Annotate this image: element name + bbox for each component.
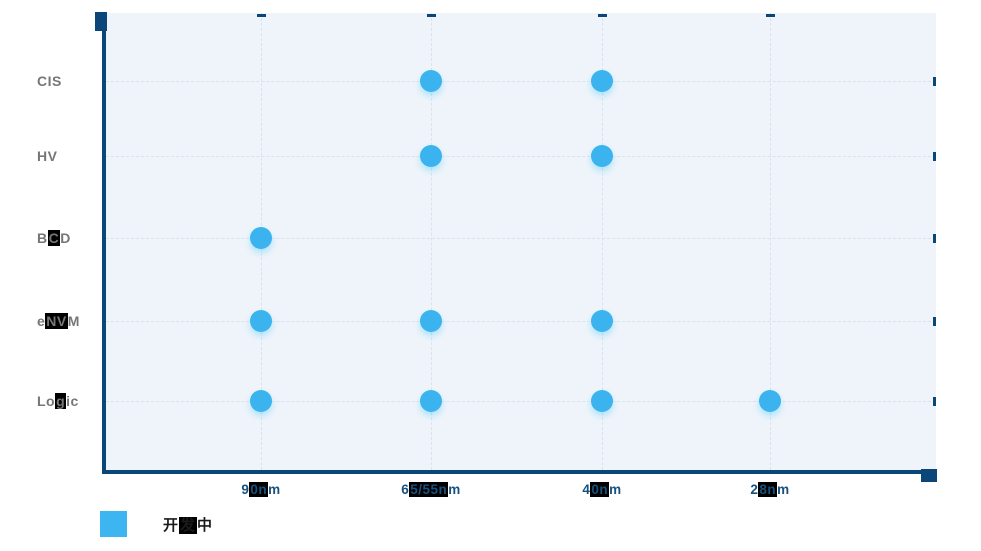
vertical-gridline (602, 13, 603, 470)
label-segment-highlighted: 0n (590, 482, 610, 497)
x-axis-right-cap (921, 469, 937, 482)
y-axis-label-bcd: BCD (37, 228, 71, 248)
label-segment-highlighted: NV (45, 313, 68, 329)
label-segment: CIS (37, 73, 62, 89)
y-axis-label-envm: eNVM (37, 311, 80, 331)
right-axis-tick (933, 77, 936, 86)
top-axis-tick (598, 14, 607, 17)
right-axis-tick (933, 152, 936, 161)
legend-swatch (100, 511, 127, 537)
data-point[interactable] (420, 390, 442, 412)
label-segment: Lo (37, 393, 56, 409)
x-axis-label-90nm: 90nm (191, 482, 331, 497)
label-segment-highlighted: C (47, 230, 61, 246)
x-axis-label-65-55nm: 65/55nm (361, 482, 501, 497)
x-axis-label-28nm: 28nm (700, 482, 840, 497)
plot-area (106, 13, 936, 470)
y-axis-label-hv: HV (37, 146, 57, 166)
top-axis-tick (257, 14, 266, 17)
label-segment: HV (37, 148, 58, 164)
label-segment: D (60, 230, 71, 246)
horizontal-gridline (106, 401, 936, 402)
data-point[interactable] (250, 310, 272, 332)
legend-item[interactable]: 开发中 (100, 511, 213, 537)
data-point[interactable] (250, 227, 272, 249)
label-segment: M (67, 313, 80, 329)
label-segment: ic (66, 393, 79, 409)
data-point[interactable] (420, 145, 442, 167)
label-segment: m (777, 482, 790, 497)
label-segment: m (609, 482, 622, 497)
vertical-gridline (431, 13, 432, 470)
horizontal-gridline (106, 321, 936, 322)
right-axis-tick (933, 317, 936, 326)
y-axis-line (102, 13, 106, 474)
label-segment: e (37, 313, 46, 329)
data-point[interactable] (591, 310, 613, 332)
label-segment: 6 (401, 482, 410, 497)
label-segment-highlighted: 发 (179, 516, 198, 534)
top-axis-tick (766, 14, 775, 17)
right-axis-tick (933, 397, 936, 406)
label-segment: 开 (163, 516, 180, 534)
label-segment-highlighted: 0n (249, 482, 269, 497)
data-point[interactable] (759, 390, 781, 412)
data-point[interactable] (591, 70, 613, 92)
label-segment-highlighted: 5/55n (409, 482, 449, 497)
data-point[interactable] (420, 310, 442, 332)
vertical-gridline (770, 13, 771, 470)
data-point[interactable] (591, 390, 613, 412)
label-segment: B (37, 230, 48, 246)
label-segment: 2 (750, 482, 759, 497)
data-point[interactable] (420, 70, 442, 92)
horizontal-gridline (106, 238, 936, 239)
label-segment: 中 (197, 516, 214, 534)
label-segment: 9 (241, 482, 250, 497)
label-segment: m (448, 482, 461, 497)
label-segment-highlighted: 8n (758, 482, 778, 497)
y-axis-label-cis: CIS (37, 71, 62, 91)
horizontal-gridline (106, 156, 936, 157)
x-axis-line (102, 470, 921, 474)
right-axis-tick (933, 234, 936, 243)
y-axis-top-cap (95, 12, 107, 31)
horizontal-gridline (106, 81, 936, 82)
top-axis-tick (427, 14, 436, 17)
data-point[interactable] (591, 145, 613, 167)
label-segment: m (268, 482, 281, 497)
legend-label: 开发中 (163, 514, 213, 535)
x-axis-label-40nm: 40nm (532, 482, 672, 497)
label-segment: 4 (582, 482, 591, 497)
label-segment-highlighted: g (55, 393, 67, 409)
data-point[interactable] (250, 390, 272, 412)
y-axis-label-logic: Logic (37, 391, 79, 411)
